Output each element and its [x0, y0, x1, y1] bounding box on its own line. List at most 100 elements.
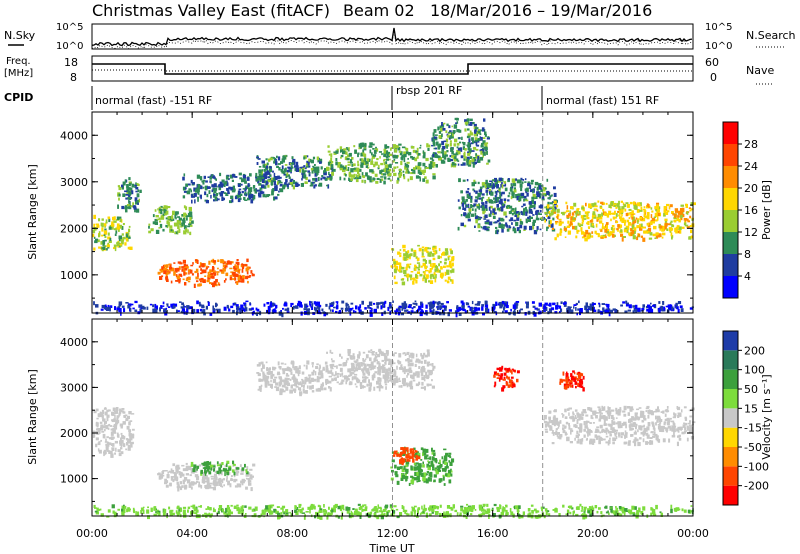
echo-cell	[231, 469, 235, 473]
echo-cell	[340, 156, 342, 159]
echo-cell	[468, 160, 472, 165]
echo-cell	[655, 219, 658, 222]
echo-cell	[415, 150, 419, 154]
echo-cell	[443, 140, 447, 143]
echo-cell	[194, 189, 198, 193]
echo-cell	[529, 184, 532, 189]
echo-cell	[341, 300, 345, 304]
echo-cell	[286, 172, 289, 176]
echo-cell	[303, 364, 306, 367]
noise-left-tick-top: 10^5	[56, 22, 83, 33]
echo-cell	[284, 308, 288, 311]
echo-cell	[356, 359, 359, 362]
echo-cell	[388, 379, 392, 382]
echo-cell	[208, 471, 212, 475]
echo-cell	[204, 468, 206, 471]
echo-cell	[385, 368, 389, 373]
echo-cell	[431, 452, 434, 455]
echo-cell	[427, 457, 430, 460]
echo-cell	[437, 306, 439, 311]
echo-cell	[666, 417, 670, 421]
nsky-label: N.Sky	[4, 29, 36, 42]
echo-cell	[409, 448, 412, 452]
echo-cell	[641, 217, 646, 222]
echo-cell	[531, 196, 535, 200]
echo-cell	[368, 387, 372, 392]
echo-cell	[615, 221, 619, 224]
echo-cell	[234, 277, 237, 281]
echo-cell	[569, 221, 573, 225]
echo-cell	[290, 368, 293, 372]
echo-cell	[492, 208, 496, 213]
echo-cell	[284, 167, 287, 172]
echo-cell	[138, 198, 140, 203]
echo-cell	[172, 229, 174, 233]
echo-cell	[270, 180, 274, 186]
echo-cell	[507, 384, 511, 388]
echo-cell	[320, 166, 323, 170]
echo-cell	[486, 219, 490, 224]
echo-cell	[472, 163, 475, 168]
echo-cell	[608, 210, 612, 216]
echo-cell	[362, 351, 366, 354]
echo-cell	[507, 199, 510, 202]
echo-cell	[400, 458, 404, 462]
echo-cell	[470, 195, 473, 200]
echo-cell	[357, 354, 360, 359]
echo-cell	[318, 307, 321, 310]
echo-cell	[379, 178, 382, 183]
echo-cell	[210, 478, 214, 480]
echo-cell	[377, 368, 381, 372]
echo-cell	[383, 162, 386, 166]
echo-cell	[126, 425, 130, 430]
echo-cell	[575, 210, 578, 215]
echo-cell	[347, 349, 351, 354]
echo-cell	[238, 271, 241, 274]
echo-cell	[626, 406, 631, 409]
echo-cell	[248, 266, 251, 269]
echo-cell	[284, 182, 287, 185]
echo-cell	[291, 302, 294, 306]
echo-cell	[206, 279, 210, 283]
echo-cell	[261, 184, 265, 189]
echo-cell	[473, 157, 476, 161]
echo-cell	[479, 133, 482, 136]
echo-cell	[380, 305, 383, 310]
echo-cell	[666, 421, 670, 426]
echo-cell	[101, 414, 104, 419]
echo-cell	[596, 216, 600, 221]
freq-right-tick-bottom: 0	[710, 71, 717, 84]
echo-cell	[567, 230, 571, 235]
echo-cell	[429, 268, 432, 273]
echo-cell	[221, 471, 223, 476]
echo-cell	[386, 371, 390, 376]
echo-cell	[417, 153, 421, 156]
echo-cell	[380, 169, 384, 172]
echo-cell	[469, 118, 473, 121]
echo-cell	[572, 225, 575, 230]
echo-cell	[210, 259, 214, 263]
echo-cell	[392, 369, 396, 372]
echo-cell	[394, 281, 398, 285]
echo-cell	[342, 150, 345, 155]
echo-cell	[398, 385, 401, 388]
echo-cell	[182, 278, 185, 281]
echo-cell	[355, 385, 358, 388]
echo-cell	[629, 211, 633, 215]
echo-cell	[663, 306, 666, 311]
echo-cell	[289, 378, 292, 381]
echo-cell	[584, 411, 587, 414]
echo-cell	[540, 204, 544, 209]
echo-cell	[230, 195, 234, 199]
echo-cell	[568, 381, 571, 387]
echo-cell	[441, 122, 443, 126]
echo-cell	[658, 206, 661, 210]
echo-cell	[429, 373, 433, 376]
echo-cell	[122, 443, 125, 446]
echo-cell	[339, 164, 343, 169]
echo-cell	[212, 176, 215, 179]
echo-cell	[427, 466, 431, 471]
echo-cell	[687, 220, 690, 223]
echo-cell	[484, 131, 487, 135]
echo-cell	[247, 479, 250, 483]
